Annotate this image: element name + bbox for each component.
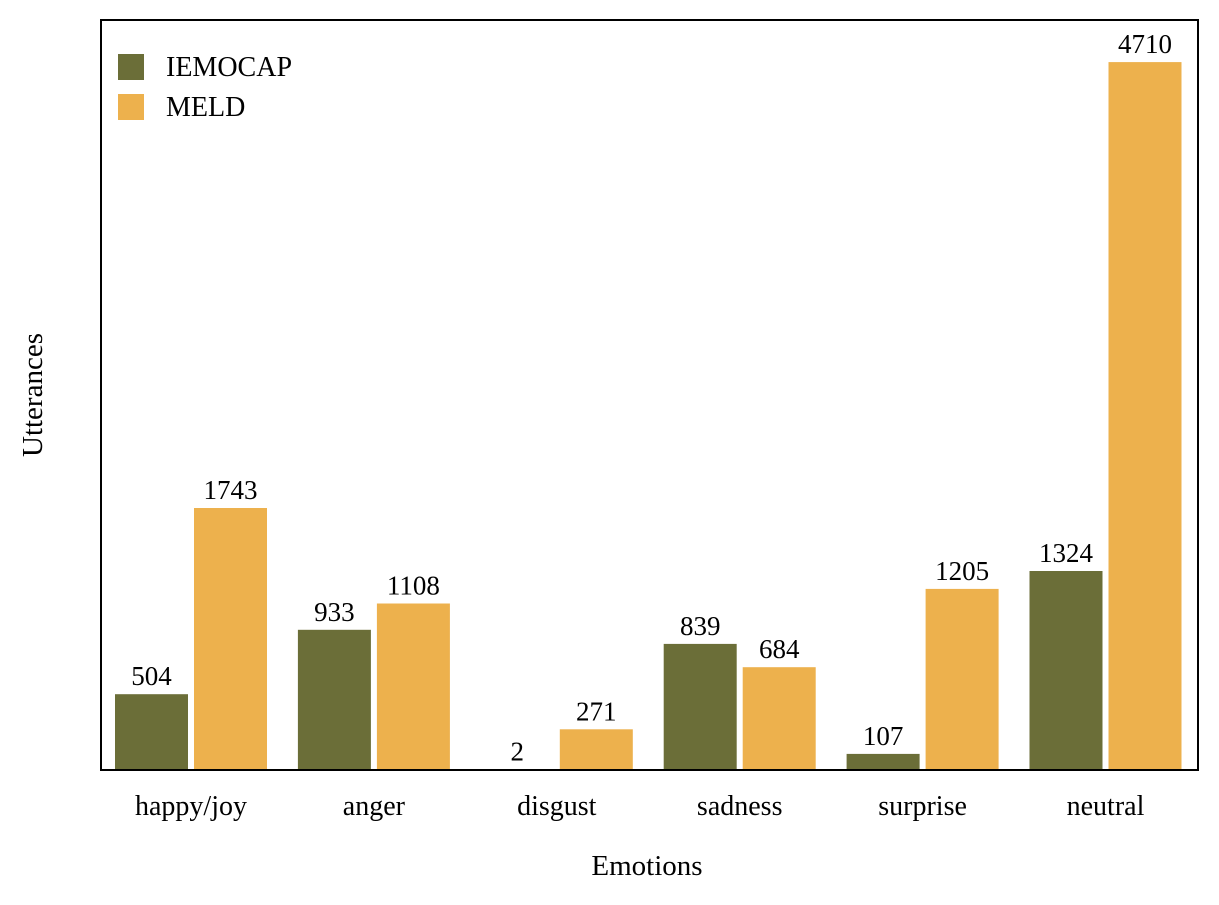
bar-iemocap-sadness bbox=[664, 644, 737, 770]
x-axis-label: Emotions bbox=[591, 850, 702, 882]
legend-label-meld: MELD bbox=[166, 92, 245, 123]
value-label-meld-sadness: 684 bbox=[759, 634, 800, 664]
x-tick-labels: happy/joy anger disgust sadness surprise neut… bbox=[135, 791, 1145, 822]
value-label-iemocap-sadness: 839 bbox=[680, 611, 721, 641]
value-label-iemocap-disgust: 2 bbox=[511, 737, 525, 767]
value-label-meld-happy-joy: 1743 bbox=[204, 475, 258, 505]
bars-layer bbox=[115, 62, 1182, 770]
value-label-meld-anger: 1108 bbox=[387, 571, 440, 601]
bar-iemocap-happy-joy bbox=[115, 694, 188, 770]
bar-meld-neutral bbox=[1109, 62, 1182, 770]
bar-iemocap-surprise bbox=[847, 754, 920, 770]
bar-meld-disgust bbox=[560, 729, 633, 770]
x-tick-label-anger: anger bbox=[343, 791, 406, 822]
legend: IEMOCAP MELD bbox=[118, 52, 292, 123]
legend-swatch-iemocap bbox=[118, 54, 144, 80]
value-label-iemocap-anger: 933 bbox=[314, 597, 355, 627]
x-tick-label-surprise: surprise bbox=[878, 791, 967, 822]
value-label-meld-surprise: 1205 bbox=[935, 556, 989, 586]
x-tick-label-disgust: disgust bbox=[517, 791, 597, 822]
value-label-meld-neutral: 4710 bbox=[1118, 29, 1172, 59]
bar-meld-sadness bbox=[743, 667, 816, 770]
y-axis-label: Utterances bbox=[17, 333, 49, 457]
bar-meld-anger bbox=[377, 604, 450, 771]
bar-iemocap-anger bbox=[298, 630, 371, 770]
x-tick-label-neutral: neutral bbox=[1067, 791, 1145, 822]
value-label-iemocap-neutral: 1324 bbox=[1039, 538, 1094, 568]
value-label-iemocap-surprise: 107 bbox=[863, 721, 904, 751]
value-labels-layer: 504 1743 933 1108 2 271 839 684 107 1205 1324 4710 bbox=[131, 29, 1172, 767]
bar-iemocap-neutral bbox=[1030, 571, 1103, 770]
x-tick-label-happy-joy: happy/joy bbox=[135, 791, 247, 822]
value-label-meld-disgust: 271 bbox=[576, 696, 617, 726]
bar-meld-surprise bbox=[926, 589, 999, 770]
legend-swatch-meld bbox=[118, 94, 144, 120]
value-label-iemocap-happy-joy: 504 bbox=[131, 661, 172, 691]
x-tick-label-sadness: sadness bbox=[697, 791, 783, 822]
legend-label-iemocap: IEMOCAP bbox=[166, 52, 292, 83]
bar-meld-happy-joy bbox=[194, 508, 267, 770]
